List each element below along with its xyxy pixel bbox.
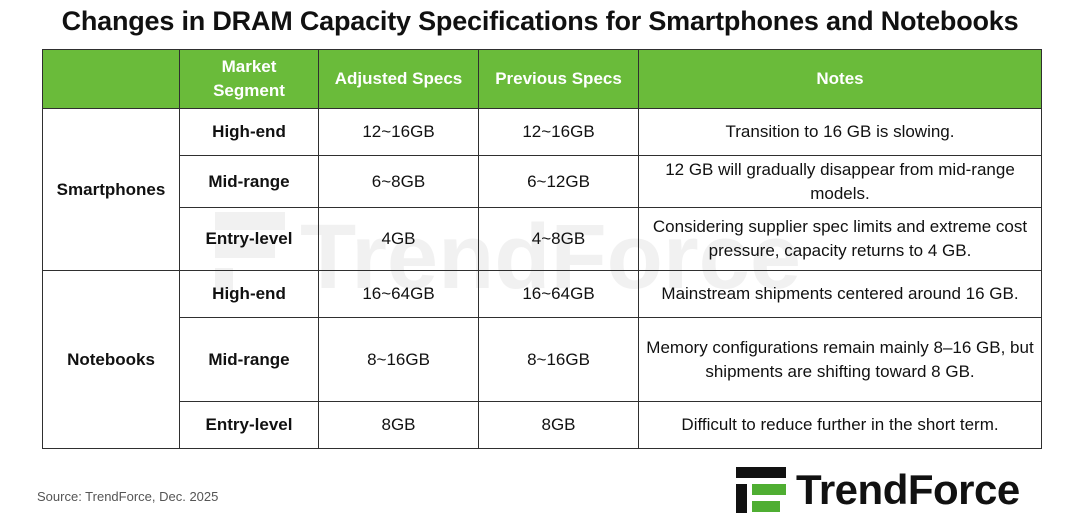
group-smartphones: Smartphones <box>42 108 180 271</box>
specs-table: Market Segment Adjusted Specs Previous S… <box>42 49 1042 449</box>
notes-cell: Difficult to reduce further in the short… <box>638 401 1042 449</box>
header-adjusted-specs: Adjusted Specs <box>318 49 479 109</box>
segment-cell: Entry-level <box>179 401 319 449</box>
header-previous-specs: Previous Specs <box>478 49 639 109</box>
table-row: Entry-level 8GB 8GB Difficult to reduce … <box>43 401 1042 449</box>
notes-cell: 12 GB will gradually disappear from mid-… <box>638 155 1042 208</box>
logo-text: TrendForce <box>796 466 1020 513</box>
notes-cell: Transition to 16 GB is slowing. <box>638 108 1042 156</box>
group-notebooks: Notebooks <box>42 270 180 449</box>
adjusted-spec-cell: 8GB <box>318 401 479 449</box>
table-row: Entry-level 4GB 4~8GB Considering suppli… <box>43 207 1042 271</box>
adjusted-spec-cell: 12~16GB <box>318 108 479 156</box>
adjusted-spec-cell: 8~16GB <box>318 317 479 402</box>
segment-cell: Mid-range <box>179 317 319 402</box>
segment-cell: High-end <box>179 270 319 318</box>
previous-spec-cell: 8~16GB <box>478 317 639 402</box>
adjusted-spec-cell: 4GB <box>318 207 479 271</box>
previous-spec-cell: 6~12GB <box>478 155 639 208</box>
header-notes: Notes <box>638 49 1042 109</box>
segment-cell: Entry-level <box>179 207 319 271</box>
notes-cell: Memory configurations remain mainly 8–16… <box>638 317 1042 402</box>
previous-spec-cell: 4~8GB <box>478 207 639 271</box>
segment-cell: High-end <box>179 108 319 156</box>
table-row: Mid-range 8~16GB 8~16GB Memory configura… <box>43 317 1042 402</box>
source-caption: Source: TrendForce, Dec. 2025 <box>37 489 219 504</box>
header-market-segment: Market Segment <box>179 49 319 109</box>
segment-cell: Mid-range <box>179 155 319 208</box>
previous-spec-cell: 8GB <box>478 401 639 449</box>
trendforce-logo-icon <box>736 467 786 513</box>
trendforce-logo: TrendForce <box>736 464 1020 516</box>
adjusted-spec-cell: 6~8GB <box>318 155 479 208</box>
previous-spec-cell: 16~64GB <box>478 270 639 318</box>
page-title: Changes in DRAM Capacity Specifications … <box>61 6 1019 36</box>
notes-cell: Mainstream shipments centered around 16 … <box>638 270 1042 318</box>
table-row: Mid-range 6~8GB 6~12GB 12 GB will gradua… <box>43 155 1042 208</box>
previous-spec-cell: 12~16GB <box>478 108 639 156</box>
notes-cell: Considering supplier spec limits and ext… <box>638 207 1042 271</box>
table-row: Smartphones High-end 12~16GB 12~16GB Tra… <box>42 108 1042 271</box>
header-category <box>42 49 180 109</box>
adjusted-spec-cell: 16~64GB <box>318 270 479 318</box>
table-header-row: Market Segment Adjusted Specs Previous S… <box>42 49 1042 109</box>
table-row: Notebooks High-end 16~64GB 16~64GB Mains… <box>42 270 1042 449</box>
